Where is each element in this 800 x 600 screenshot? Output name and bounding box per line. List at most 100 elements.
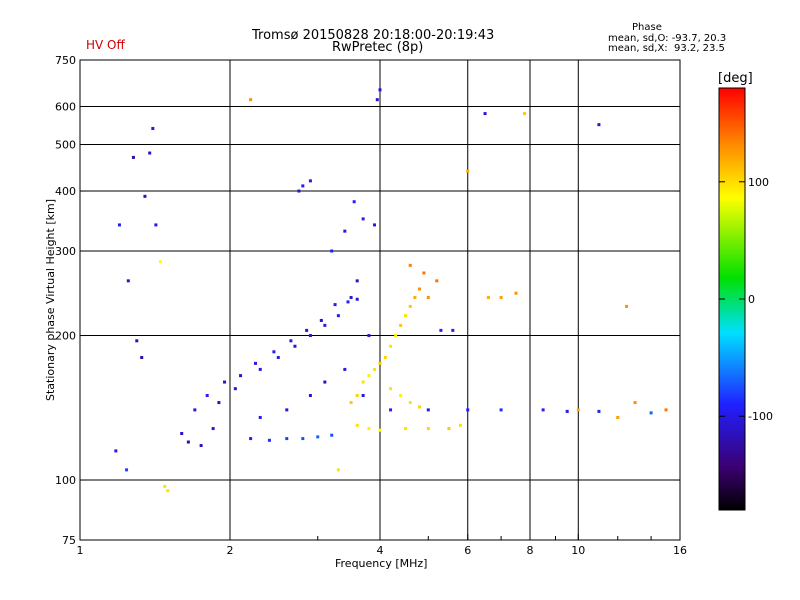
phase-legend-title: Phase — [632, 22, 662, 33]
chart-title: Tromsø 20150828 20:18:00-20:19:43 — [252, 28, 495, 43]
data-point — [211, 427, 215, 431]
data-point — [399, 394, 403, 398]
data-point — [378, 88, 382, 92]
data-point — [301, 437, 305, 441]
data-point — [239, 374, 243, 378]
data-point — [305, 328, 309, 332]
data-point — [466, 169, 470, 173]
data-point — [135, 339, 139, 343]
data-point — [389, 408, 393, 412]
phase-o-stats: mean, sd,O: -93.7, 20.3 — [608, 33, 727, 44]
data-point — [361, 394, 365, 398]
data-point — [417, 287, 421, 291]
phase-x-stats: mean, sd,X: 93.2, 23.5 — [608, 43, 725, 54]
data-point — [403, 314, 407, 318]
data-point — [258, 415, 262, 419]
colorbar-unit-label: [deg] — [718, 71, 753, 86]
data-point — [205, 394, 209, 398]
data-point — [375, 98, 379, 102]
data-point — [316, 435, 320, 439]
data-point — [308, 179, 312, 183]
data-point — [253, 361, 257, 365]
x-tick-label: 16 — [673, 544, 687, 557]
y-tick-label: 300 — [55, 245, 76, 258]
data-point — [408, 401, 412, 405]
x-tick-label: 6 — [464, 544, 471, 557]
data-point — [330, 433, 334, 437]
data-point — [223, 380, 227, 384]
data-point — [336, 314, 340, 318]
data-point — [125, 468, 129, 472]
data-point — [633, 401, 637, 405]
data-point — [394, 334, 398, 338]
data-point — [285, 408, 289, 412]
x-tick-label: 1 — [77, 544, 84, 557]
data-point — [399, 323, 403, 327]
hv-status-label: HV Off — [86, 38, 125, 52]
data-point — [308, 334, 312, 338]
data-point — [166, 489, 170, 493]
colorbar-tick-label: -100 — [748, 410, 773, 423]
data-point — [289, 339, 293, 343]
data-point — [193, 408, 197, 412]
data-point — [576, 408, 580, 412]
data-point — [249, 437, 253, 441]
data-point — [458, 423, 462, 427]
data-point — [597, 409, 601, 413]
data-point — [373, 223, 377, 227]
data-point — [276, 355, 280, 359]
y-axis-ticks: 75 100 200 300 400 500 600 750 — [55, 54, 680, 547]
data-point — [499, 408, 503, 412]
data-point — [319, 318, 323, 322]
data-point — [151, 126, 155, 130]
data-point — [408, 304, 412, 308]
data-point — [267, 438, 271, 442]
chart-subtitle: RwPretec (8p) — [332, 40, 424, 55]
data-point — [403, 427, 407, 431]
data-point — [349, 401, 353, 405]
y-tick-label: 500 — [55, 139, 76, 152]
data-point — [352, 200, 356, 204]
data-point — [426, 296, 430, 300]
data-point — [293, 344, 297, 348]
x-axis-label: Frequency [MHz] — [335, 557, 428, 570]
data-point — [389, 344, 393, 348]
data-point — [523, 112, 527, 116]
data-point — [367, 427, 371, 431]
data-point — [541, 408, 545, 412]
data-point — [117, 223, 121, 227]
data-point — [355, 297, 359, 301]
data-point — [343, 367, 347, 371]
y-tick-label: 75 — [62, 534, 76, 547]
data-point — [422, 271, 426, 275]
data-point — [143, 194, 147, 198]
x-axis-ticks: 1 2 4 6 8 10 16 — [77, 534, 687, 557]
data-point — [483, 112, 487, 116]
grid — [80, 60, 680, 540]
data-point — [514, 291, 518, 295]
data-point — [323, 323, 327, 327]
data-point — [439, 328, 443, 332]
x-tick-label: 10 — [571, 544, 585, 557]
data-point — [426, 427, 430, 431]
data-point — [336, 468, 340, 472]
colorbar-tick-label: 100 — [748, 176, 769, 189]
colorbar-tick-label: 0 — [748, 293, 755, 306]
data-point — [272, 350, 276, 354]
data-point — [486, 296, 490, 300]
data-point — [333, 303, 337, 307]
y-axis-label: Stationary phase Virtual Height [km] — [44, 198, 57, 402]
data-point — [367, 374, 371, 378]
data-point — [664, 408, 668, 412]
data-point — [625, 304, 629, 308]
data-point — [249, 98, 253, 102]
data-point — [301, 184, 305, 188]
data-point — [297, 189, 301, 193]
data-point — [367, 334, 371, 338]
data-point — [140, 355, 144, 359]
colorbar-ticks: 100 0 -100 — [719, 176, 773, 423]
data-point — [378, 361, 382, 365]
data-point — [373, 367, 377, 371]
data-point — [308, 394, 312, 398]
